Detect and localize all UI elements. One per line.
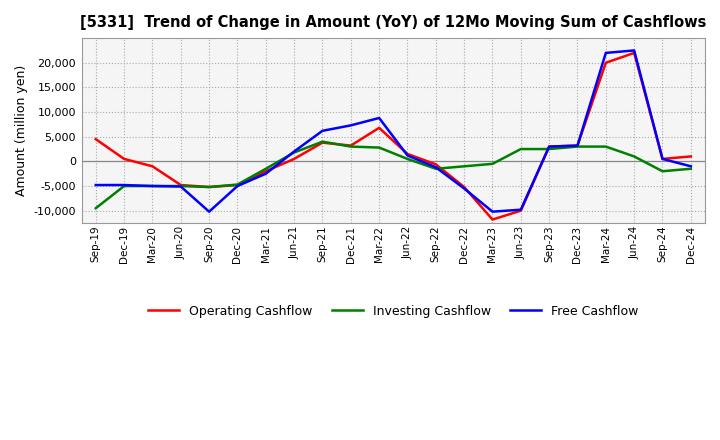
Operating Cashflow [120, 156, 128, 161]
Line: Investing Cashflow: Investing Cashflow [96, 142, 690, 208]
Title: [5331]  Trend of Change in Amount (YoY) of 12Mo Moving Sum of Cashflows: [5331] Trend of Change in Amount (YoY) o… [80, 15, 706, 30]
Operating Cashflow [686, 154, 695, 159]
Investing Cashflow [630, 154, 639, 159]
Free Cashflow [233, 183, 242, 189]
Free Cashflow [630, 48, 639, 53]
Investing Cashflow [573, 144, 582, 149]
Free Cashflow [318, 128, 327, 133]
Investing Cashflow [233, 182, 242, 187]
Operating Cashflow [375, 125, 384, 131]
Free Cashflow [403, 153, 412, 158]
Operating Cashflow [630, 50, 639, 55]
Investing Cashflow [545, 147, 554, 152]
Operating Cashflow [176, 183, 185, 188]
Legend: Operating Cashflow, Investing Cashflow, Free Cashflow: Operating Cashflow, Investing Cashflow, … [143, 300, 644, 323]
Operating Cashflow [403, 151, 412, 157]
Operating Cashflow [261, 169, 270, 174]
Investing Cashflow [375, 145, 384, 150]
Line: Free Cashflow: Free Cashflow [96, 51, 690, 212]
Investing Cashflow [290, 150, 299, 155]
Operating Cashflow [318, 140, 327, 145]
Investing Cashflow [91, 205, 100, 211]
Operating Cashflow [148, 164, 157, 169]
Operating Cashflow [290, 156, 299, 161]
Operating Cashflow [91, 136, 100, 142]
Free Cashflow [290, 149, 299, 154]
Investing Cashflow [318, 139, 327, 144]
Operating Cashflow [545, 144, 554, 149]
Line: Operating Cashflow: Operating Cashflow [96, 53, 690, 220]
Investing Cashflow [601, 144, 610, 149]
Free Cashflow [601, 50, 610, 55]
Operating Cashflow [516, 208, 525, 213]
Free Cashflow [658, 156, 667, 161]
Free Cashflow [686, 164, 695, 169]
Free Cashflow [375, 115, 384, 121]
Free Cashflow [148, 183, 157, 189]
Operating Cashflow [233, 183, 242, 188]
Operating Cashflow [573, 143, 582, 148]
Investing Cashflow [488, 161, 497, 166]
Investing Cashflow [148, 183, 157, 189]
Free Cashflow [545, 144, 554, 149]
Y-axis label: Amount (million yen): Amount (million yen) [15, 65, 28, 196]
Operating Cashflow [601, 60, 610, 66]
Operating Cashflow [346, 143, 355, 148]
Investing Cashflow [686, 166, 695, 172]
Investing Cashflow [261, 166, 270, 172]
Investing Cashflow [346, 144, 355, 149]
Investing Cashflow [431, 166, 440, 172]
Operating Cashflow [658, 156, 667, 161]
Free Cashflow [176, 184, 185, 189]
Investing Cashflow [516, 147, 525, 152]
Free Cashflow [261, 171, 270, 176]
Free Cashflow [346, 123, 355, 128]
Investing Cashflow [403, 156, 412, 161]
Investing Cashflow [658, 169, 667, 174]
Investing Cashflow [176, 183, 185, 189]
Free Cashflow [488, 209, 497, 214]
Free Cashflow [431, 165, 440, 170]
Free Cashflow [120, 183, 128, 188]
Operating Cashflow [488, 217, 497, 222]
Investing Cashflow [120, 183, 128, 189]
Free Cashflow [516, 207, 525, 213]
Investing Cashflow [204, 184, 213, 190]
Free Cashflow [460, 186, 469, 191]
Operating Cashflow [204, 184, 213, 190]
Operating Cashflow [460, 184, 469, 190]
Operating Cashflow [431, 161, 440, 167]
Investing Cashflow [460, 164, 469, 169]
Free Cashflow [573, 143, 582, 148]
Free Cashflow [204, 209, 213, 214]
Free Cashflow [91, 183, 100, 188]
